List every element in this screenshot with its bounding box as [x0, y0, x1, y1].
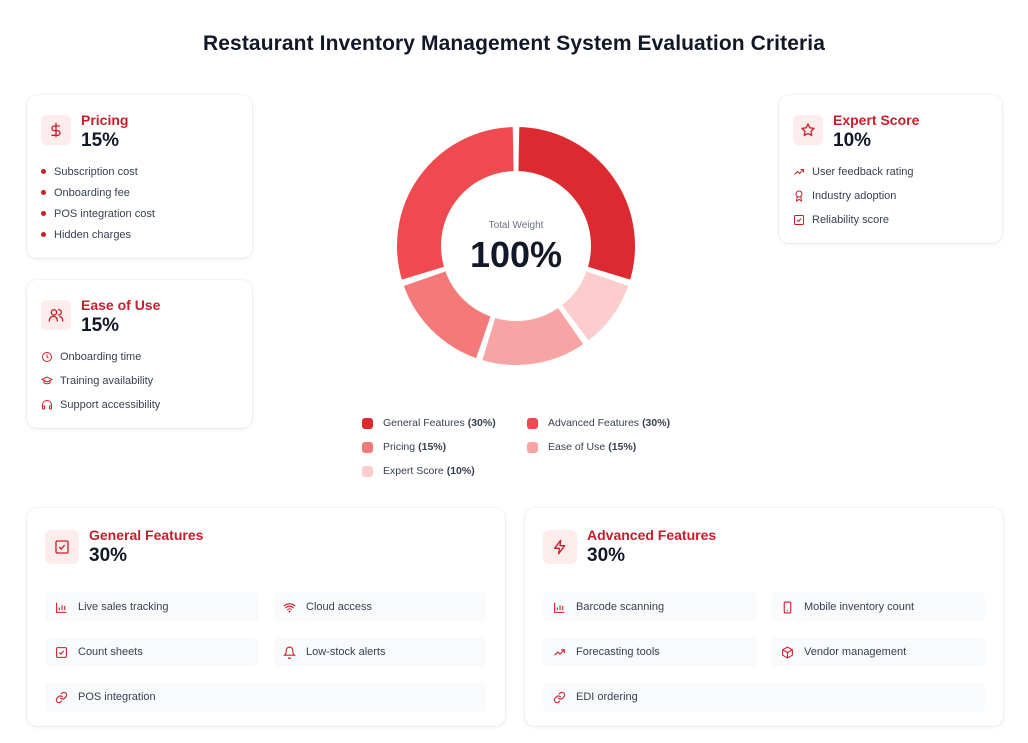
bar-chart-icon	[554, 602, 565, 613]
legend-swatch	[362, 465, 373, 477]
advanced-percent: 30%	[587, 545, 626, 566]
headphones-icon	[42, 400, 52, 410]
legend-swatch	[527, 417, 538, 429]
link-icon	[55, 691, 68, 703]
graduation-cap-icon	[41, 376, 53, 385]
donut-slice-ease	[479, 305, 587, 367]
feature-item: Vendor management	[771, 637, 985, 667]
pricing-title: Pricing	[81, 112, 129, 128]
pricing-list: Subscription cost Onboarding fee POS int…	[41, 161, 155, 245]
trending-up-icon	[554, 648, 565, 656]
legend-swatch	[362, 417, 373, 429]
list-item: Industry adoption	[793, 184, 914, 208]
ease-title: Ease of Use	[81, 297, 161, 313]
ease-list: Onboarding time Training availability Su…	[41, 345, 160, 417]
package-icon	[782, 646, 793, 658]
center-value: 100%	[469, 234, 563, 275]
legend-item-ease: Ease of Use (15%)	[527, 441, 636, 453]
list-item: Hidden charges	[41, 224, 155, 245]
trending-up-icon	[794, 169, 804, 175]
general-features-card: General Features 30% Live sales tracking…	[27, 508, 505, 726]
check-square-icon	[56, 646, 67, 658]
link-icon	[553, 691, 566, 703]
feature-item: Live sales tracking	[45, 592, 259, 622]
legend-swatch	[362, 441, 373, 453]
advanced-title: Advanced Features	[587, 527, 717, 543]
legend-item-expert: Expert Score (10%)	[362, 465, 475, 477]
star-icon	[793, 115, 823, 145]
feature-item: POS integration	[45, 682, 487, 712]
general-title: General Features	[89, 527, 204, 543]
ease-card: Ease of Use 15% Onboarding time Training…	[27, 280, 252, 428]
donut-chart: Total Weight 100%	[380, 110, 652, 382]
feature-item: Mobile inventory count	[771, 592, 985, 622]
list-item: User feedback rating	[793, 160, 914, 184]
list-item: Onboarding fee	[41, 182, 155, 203]
feature-item: Forecasting tools	[543, 637, 757, 667]
list-item: Subscription cost	[41, 161, 155, 182]
expert-percent: 10%	[833, 130, 872, 151]
pricing-card: Pricing 15% Subscription cost Onboarding…	[27, 95, 252, 258]
list-item: Reliability score	[793, 208, 914, 232]
donut-slice-pricing	[401, 268, 494, 361]
legend-item-general: General Features (30%)	[362, 417, 496, 429]
expert-list: User feedback rating Industry adoption R…	[793, 160, 914, 232]
legend-item-advanced: Advanced Features (30%)	[527, 417, 670, 429]
general-percent: 30%	[89, 545, 128, 566]
center-label: Total Weight	[488, 220, 544, 231]
donut-slice-expert	[559, 268, 631, 344]
list-item: POS integration cost	[41, 203, 155, 224]
feature-item: EDI ordering	[543, 682, 985, 712]
feature-item: Count sheets	[45, 637, 259, 667]
expert-title: Expert Score	[833, 112, 920, 128]
feature-item: Low-stock alerts	[273, 637, 487, 667]
legend-swatch	[527, 441, 538, 453]
donut-slice-advanced	[395, 125, 516, 283]
bell-icon	[283, 646, 296, 659]
legend-item-pricing: Pricing (15%)	[362, 441, 446, 453]
donut-svg	[395, 125, 637, 367]
bar-chart-icon	[56, 602, 67, 613]
users-icon	[41, 300, 71, 330]
donut-slice-general	[516, 125, 637, 283]
list-item: Training availability	[41, 369, 160, 393]
wifi-icon	[283, 602, 296, 613]
award-icon	[795, 190, 803, 202]
feature-item: Cloud access	[273, 592, 487, 622]
dollar-icon	[41, 115, 71, 145]
list-item: Onboarding time	[41, 345, 160, 369]
ease-percent: 15%	[81, 315, 120, 336]
clock-icon	[42, 352, 52, 362]
pricing-percent: 15%	[81, 130, 120, 151]
check-square-icon	[45, 530, 79, 564]
smartphone-icon	[783, 601, 792, 613]
feature-item: Barcode scanning	[543, 592, 757, 622]
expert-card: Expert Score 10% User feedback rating In…	[779, 95, 1002, 243]
list-item: Support accessibility	[41, 393, 160, 417]
page-title: Restaurant Inventory Management System E…	[203, 32, 825, 55]
zap-icon	[543, 530, 577, 564]
check-square-icon	[794, 215, 804, 225]
advanced-features-card: Advanced Features 30% Barcode scanning M…	[525, 508, 1003, 726]
